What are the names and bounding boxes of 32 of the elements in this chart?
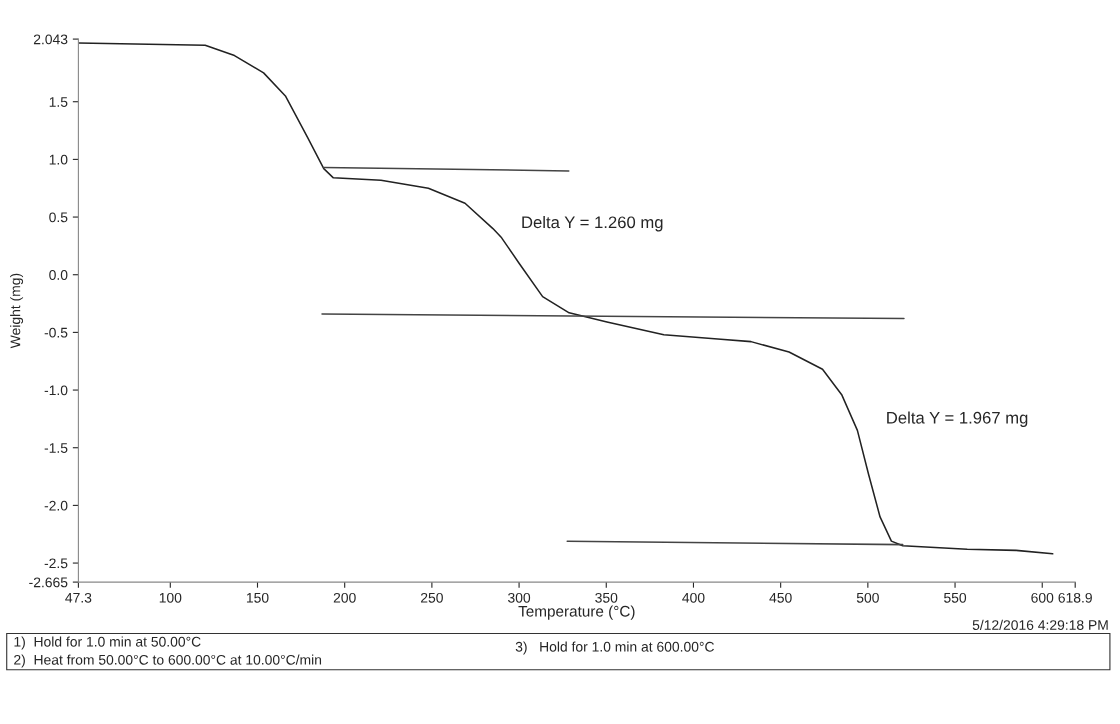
x-tick-label: 450 bbox=[769, 592, 792, 603]
x-tick-label: 150 bbox=[246, 592, 269, 603]
x-tick-label: 618.9 bbox=[1058, 592, 1092, 603]
text: 1) Hold for 1.0 min at 50.00°C bbox=[14, 636, 201, 650]
y-tick-label: 2.043 bbox=[33, 34, 68, 45]
text: 5/12/2016 4:29:18 PM bbox=[972, 619, 1108, 630]
x-tick-label: 47.3 bbox=[65, 592, 92, 603]
y-tick-label: -1.0 bbox=[44, 385, 68, 396]
x-tick-label: 250 bbox=[421, 592, 443, 603]
x-tick-label: 100 bbox=[159, 592, 182, 603]
y-tick-label: -2.5 bbox=[44, 558, 68, 569]
x-tick-label: 300 bbox=[508, 592, 531, 603]
x-tick-label: 350 bbox=[595, 592, 618, 603]
text: 2) Heat from 50.00°C to 600.00°C at 10.00°C/min bbox=[14, 654, 322, 668]
x-tick-label: 400 bbox=[682, 592, 705, 603]
x-tick-label: 200 bbox=[333, 592, 356, 603]
x-tick-label: 500 bbox=[856, 592, 879, 603]
y-tick-label: 1.5 bbox=[49, 97, 68, 107]
annotation: Delta Y = 1.967 mg bbox=[887, 411, 1028, 427]
y-tick-label: 0.0 bbox=[49, 270, 68, 280]
y-axis-title: Weight (mg) bbox=[10, 273, 24, 349]
annotation: Delta Y = 1.260 mg bbox=[522, 215, 663, 232]
y-tick-label: -0.5 bbox=[44, 327, 68, 338]
y-tick-label: 0.5 bbox=[49, 212, 68, 223]
text: 3) Hold for 1.0 min at 600.00°C bbox=[515, 641, 714, 655]
y-tick-label: -2.0 bbox=[44, 500, 68, 511]
x-axis-title: Temperature (°C) bbox=[518, 605, 635, 620]
y-tick-label: 1.0 bbox=[49, 154, 68, 165]
y-tick-label: -1.5 bbox=[44, 443, 68, 453]
x-tick-label: 550 bbox=[944, 592, 967, 603]
y-tick-label: -2.665 bbox=[29, 577, 68, 588]
x-tick-label: 600 bbox=[1031, 592, 1054, 603]
